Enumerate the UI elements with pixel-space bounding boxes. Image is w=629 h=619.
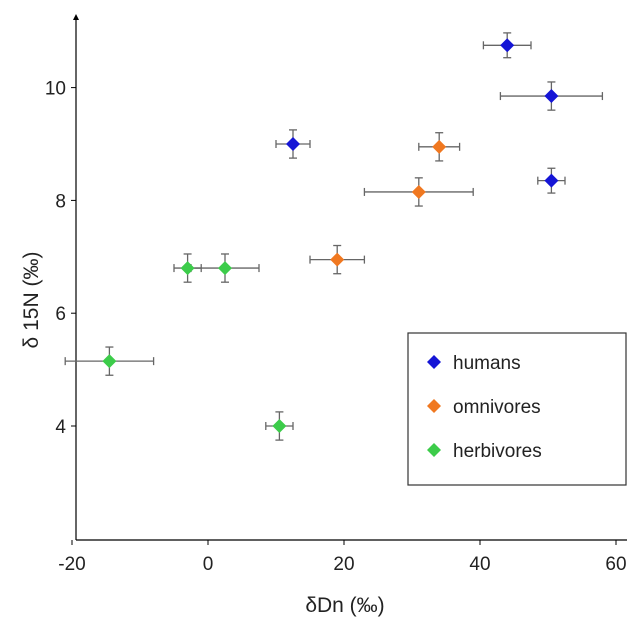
- omnivores-marker: [330, 252, 345, 267]
- humans-marker: [544, 173, 559, 188]
- omnivores-marker: [432, 139, 447, 154]
- y-axis-title: δ 15N (‰): [20, 252, 43, 349]
- y-axis-arrow: [73, 14, 79, 20]
- x-tick-label: -20: [58, 554, 85, 575]
- humans-marker: [500, 38, 515, 53]
- x-tick-label: 0: [203, 554, 214, 575]
- humans-marker: [544, 89, 559, 104]
- legend-label-humans: humans: [453, 353, 521, 374]
- herbivores-marker: [272, 419, 287, 433]
- legend-marker-humans: [427, 355, 441, 369]
- humans-marker: [286, 137, 300, 151]
- y-tick-label: 6: [55, 304, 66, 325]
- y-tick-label: 10: [45, 79, 66, 100]
- x-tick-label: 20: [333, 554, 354, 575]
- x-tick-label: 60: [605, 554, 626, 575]
- herbivores-marker: [180, 261, 195, 276]
- herbivores-marker: [218, 261, 232, 276]
- x-axis-title: δDn (‰): [305, 594, 384, 617]
- herbivores-marker: [102, 354, 117, 369]
- data-markers: [102, 38, 559, 433]
- axes: -20 0 20 40 60 4 6 8 10: [45, 14, 627, 575]
- legend-marker-omnivores: [427, 399, 441, 413]
- y-tick-label: 8: [55, 191, 66, 212]
- legend-label-omnivores: omnivores: [453, 397, 541, 418]
- legend: humans omnivores herbivores: [407, 332, 627, 486]
- y-tick-label: 4: [55, 417, 66, 438]
- legend-marker-herbivores: [427, 443, 441, 457]
- omnivores-marker: [411, 184, 426, 199]
- legend-box: [407, 332, 627, 486]
- legend-label-herbivores: herbivores: [453, 441, 542, 462]
- x-tick-label: 40: [469, 554, 490, 575]
